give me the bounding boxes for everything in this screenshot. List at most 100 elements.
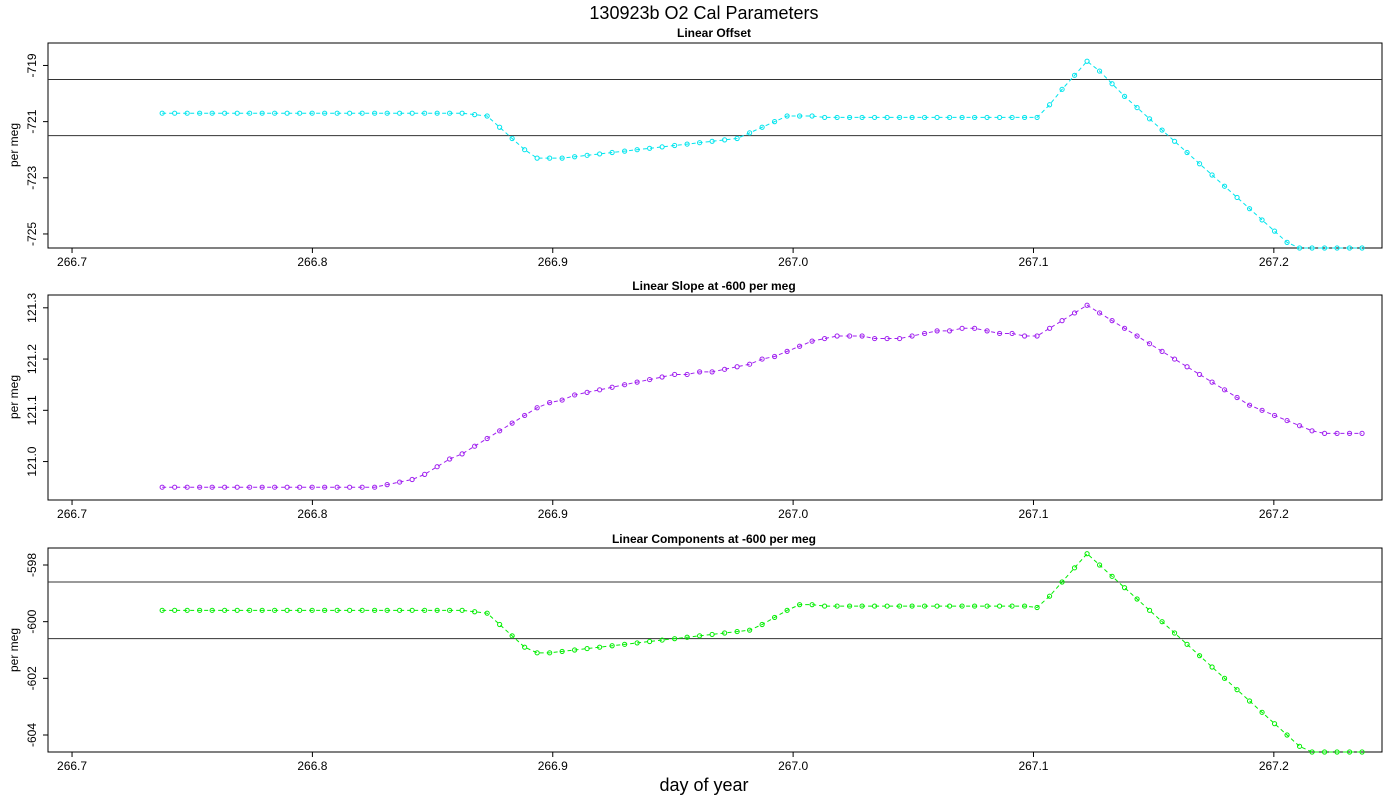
data-point-linear-slope-47 [747,361,753,367]
data-point-linear-offset-33 [572,154,578,160]
data-point-linear-offset-40 [659,144,665,150]
data-point-linear-offset-39 [647,145,653,151]
data-point-linear-offset-52 [809,113,815,119]
data-point-linear-components-40 [659,637,665,643]
data-point-linear-slope-5 [222,484,228,490]
data-point-linear-slope-19 [397,479,403,485]
data-point-linear-offset-55 [847,114,853,121]
data-point-linear-slope-55 [847,333,853,339]
x-tick-label-linear-components-0: 266.7 [57,759,87,773]
data-point-linear-slope-8 [259,484,265,490]
data-point-linear-slope-46 [734,364,740,370]
data-point-linear-slope-65 [971,325,978,331]
data-point-linear-components-46 [734,628,740,635]
data-point-linear-components-95 [1346,749,1353,755]
data-point-linear-components-87 [1246,698,1253,704]
data-point-linear-offset-50 [784,113,790,119]
data-point-linear-offset-70 [1034,114,1040,121]
data-point-linear-components-42 [684,634,690,640]
x-tick-label-linear-offset-4: 267.1 [1018,255,1048,269]
data-point-linear-slope-35 [597,387,603,393]
data-point-linear-offset-2 [184,110,190,116]
data-point-linear-slope-63 [946,328,953,334]
data-point-linear-slope-54 [834,333,840,339]
data-point-linear-components-0 [159,607,165,613]
data-point-linear-offset-35 [597,151,603,157]
data-point-linear-slope-22 [434,464,440,470]
data-point-linear-slope-38 [634,379,640,385]
data-point-linear-slope-48 [759,356,765,362]
data-point-linear-components-47 [747,627,753,633]
data-point-linear-slope-64 [959,325,965,331]
data-point-linear-components-70 [1034,604,1040,611]
data-point-linear-slope-3 [197,484,203,490]
data-point-linear-offset-65 [971,114,978,121]
data-point-linear-components-93 [1321,749,1328,755]
data-point-linear-components-5 [222,607,228,613]
data-point-linear-offset-16 [359,110,365,116]
data-point-linear-offset-22 [434,110,440,116]
data-point-linear-offset-43 [697,140,703,146]
data-point-linear-components-80 [1159,619,1165,625]
data-point-linear-components-76 [1109,573,1115,579]
data-point-linear-components-64 [959,603,965,609]
data-point-linear-components-71 [1046,593,1053,599]
data-point-linear-offset-86 [1234,194,1240,201]
data-point-linear-components-77 [1121,585,1128,591]
data-point-linear-offset-74 [1084,58,1090,64]
data-point-linear-components-96 [1359,749,1365,755]
data-point-linear-offset-41 [672,142,678,149]
data-point-linear-offset-10 [284,110,290,116]
y-tick-label-linear-components-1: -600 [25,609,39,633]
data-point-linear-components-67 [996,603,1003,609]
data-point-linear-components-20 [409,607,415,613]
data-point-linear-components-90 [1284,732,1290,738]
data-point-linear-components-68 [1009,603,1015,609]
data-point-linear-slope-66 [984,328,990,334]
chart-main-title: 130923b O2 Cal Parameters [589,3,818,23]
y-tick-label-linear-offset-3: -725 [25,222,39,246]
data-point-linear-components-12 [309,607,315,613]
data-point-linear-components-88 [1259,709,1265,715]
data-point-linear-components-39 [647,638,653,645]
data-point-linear-offset-23 [447,110,453,116]
data-point-linear-slope-1 [172,484,178,490]
data-point-linear-offset-94 [1334,245,1340,251]
data-point-linear-offset-89 [1271,228,1278,234]
data-point-linear-components-60 [909,603,915,609]
x-tick-label-linear-slope-4: 267.1 [1018,507,1048,521]
data-point-linear-components-89 [1271,721,1278,727]
data-point-linear-components-2 [184,607,190,613]
data-point-linear-slope-59 [896,335,903,342]
data-point-linear-slope-73 [1071,310,1078,316]
data-point-linear-components-26 [484,610,490,616]
data-point-linear-offset-56 [859,114,865,121]
data-point-linear-offset-12 [309,110,315,116]
data-point-linear-offset-61 [921,114,928,121]
data-point-linear-components-61 [921,603,928,609]
data-point-linear-slope-29 [522,412,528,419]
data-point-linear-components-94 [1334,749,1340,755]
data-point-linear-components-3 [197,607,203,613]
data-point-linear-offset-24 [459,110,465,116]
data-point-linear-components-31 [547,650,553,656]
data-point-linear-components-55 [847,603,853,609]
data-point-linear-offset-67 [996,114,1003,121]
data-point-linear-components-63 [946,603,953,609]
data-point-linear-slope-70 [1034,333,1040,339]
data-point-linear-slope-86 [1234,394,1240,401]
series-line-linear-offset [162,60,1363,249]
panel-title-linear-slope: Linear Slope at -600 per meg [632,279,795,293]
data-point-linear-slope-85 [1221,387,1228,393]
data-point-linear-offset-62 [934,114,940,121]
data-point-linear-slope-67 [996,330,1003,337]
data-point-linear-slope-50 [784,348,790,354]
data-point-linear-components-11 [297,607,303,613]
x-tick-label-linear-offset-0: 266.7 [57,255,87,269]
data-point-linear-slope-13 [322,484,328,490]
plot-frame-linear-components [47,547,1383,753]
data-point-linear-slope-24 [459,451,465,457]
panel-linear-offset: Linear Offset per meg 266.7 266.8 266.9 267… [7,26,1383,269]
data-point-linear-offset-46 [734,135,740,142]
data-point-linear-offset-54 [834,114,840,121]
